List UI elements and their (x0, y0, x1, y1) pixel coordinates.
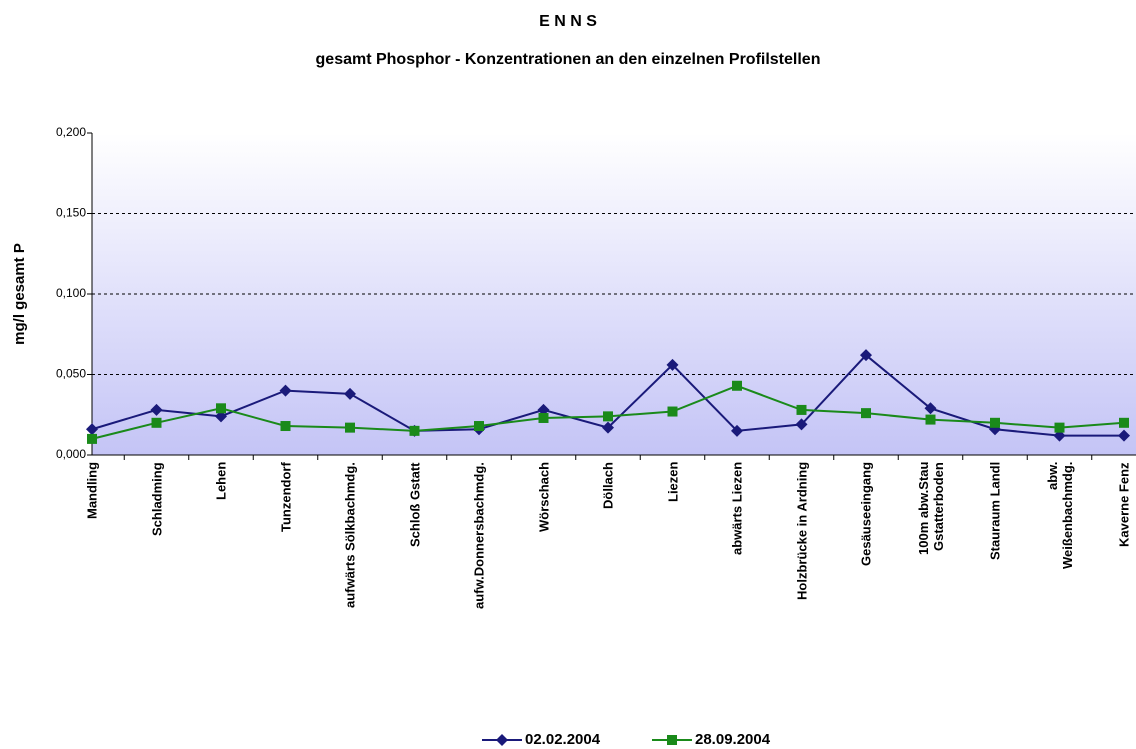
data-point (603, 411, 613, 422)
x-tick-label: Stauraum Landl (987, 462, 1003, 561)
data-point (150, 403, 163, 416)
data-point (860, 349, 872, 362)
legend-label: 02.02.2004 (525, 731, 601, 748)
data-point (1053, 429, 1066, 442)
data-point (216, 403, 226, 414)
data-point (280, 421, 291, 432)
data-point (279, 384, 292, 397)
y-tick-label: 0,000 (56, 447, 86, 461)
data-point (796, 404, 807, 415)
x-tick-label: aufw.Donnersbachmdg. (471, 462, 487, 609)
data-point (474, 421, 484, 432)
x-tick-label: aufwärts Sölkbachmdg. (342, 462, 358, 608)
data-point (215, 410, 227, 423)
x-tick-label: Döllach (600, 462, 616, 509)
x-tick-label: Holzbrücke in Ardning (794, 462, 809, 601)
data-point (538, 412, 549, 423)
data-point (602, 421, 614, 434)
legend-marker (667, 735, 677, 745)
data-point (345, 422, 355, 433)
data-point (86, 423, 98, 436)
data-point (1054, 422, 1065, 433)
x-tick-label: abw. Weißenbachmdg. (1044, 462, 1075, 570)
x-tick-label: Tunzendorf (278, 462, 293, 532)
data-point (667, 406, 678, 417)
x-tick-label: Lehen (213, 462, 229, 501)
data-point (731, 424, 743, 437)
x-tick-label: Mandling (84, 462, 100, 520)
data-point (151, 417, 162, 428)
y-axis-label: mg/l gesamt P (11, 243, 28, 345)
data-point (732, 380, 742, 391)
data-point (925, 414, 936, 425)
data-point (861, 408, 871, 419)
legend-item: 02.02.2004 (482, 731, 601, 748)
data-point (344, 387, 356, 400)
x-tick-label: Liezen (665, 462, 680, 503)
y-tick-label: 0,050 (56, 367, 86, 381)
data-point (666, 358, 679, 371)
chart-title: E N N S (539, 13, 597, 30)
data-point (1119, 417, 1129, 428)
x-tick-label: Wörschach (536, 462, 551, 533)
x-tick-label: Schladming (149, 462, 164, 536)
data-point (1118, 429, 1130, 442)
legend-item: 28.09.2004 (652, 731, 771, 748)
data-point (409, 425, 420, 436)
x-tick-label: Kaverne Fenz (1116, 462, 1132, 547)
x-tick-label: Schloß Gstatt (407, 462, 422, 547)
data-point (537, 403, 550, 416)
data-point (924, 402, 937, 415)
data-point (990, 417, 1000, 428)
data-point (795, 418, 808, 431)
legend-label: 28.09.2004 (695, 731, 771, 748)
x-tick-label: 100m abw.Stau Gstatterboden (915, 462, 946, 556)
y-tick-label: 0,150 (56, 206, 86, 220)
data-point (87, 433, 97, 444)
x-tick-label: abwärts Liezen (729, 462, 745, 556)
y-tick-label: 0,100 (56, 286, 86, 300)
y-tick-label: 0,200 (56, 125, 86, 139)
chart-subtitle: gesamt Phosphor - Konzentrationen an den… (316, 51, 821, 68)
x-tick-label: Gesäuseeingang (858, 462, 874, 567)
legend-marker (496, 734, 508, 746)
